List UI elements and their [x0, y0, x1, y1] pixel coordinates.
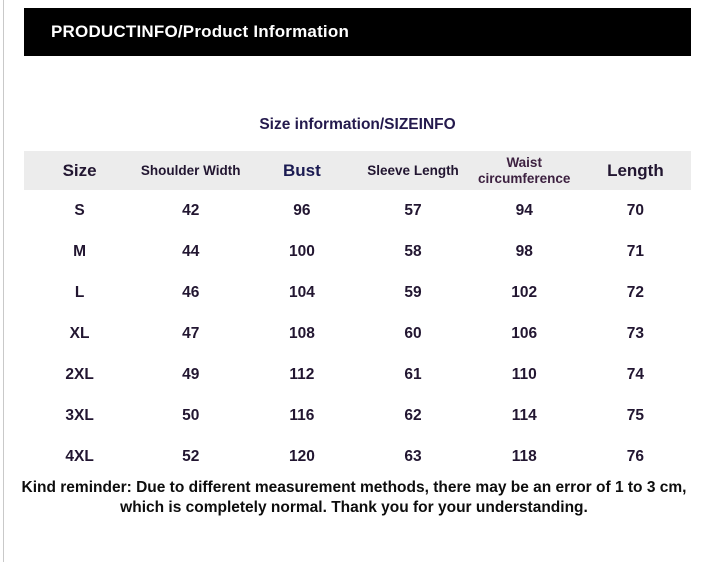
kind-reminder-note: Kind reminder: Due to different measurem… — [21, 479, 687, 516]
value-cell: 61 — [404, 365, 422, 383]
table-row: S 42 96 57 94 70 — [24, 190, 691, 231]
size-cell: 4XL — [65, 447, 94, 465]
column-header-length: Length — [579, 151, 691, 190]
value-cell: 108 — [288, 324, 315, 342]
value-cell: 110 — [511, 365, 537, 383]
table-row: XL 47 108 60 106 73 — [24, 313, 691, 354]
value-cell: 63 — [404, 447, 422, 465]
value-cell: 62 — [404, 406, 422, 424]
column-header-sleeve-length: Sleeve Length — [357, 151, 469, 190]
size-cell: XL — [69, 324, 90, 342]
value-cell: 74 — [626, 365, 645, 383]
value-cell: 58 — [404, 242, 422, 260]
size-table: Size Shoulder Width Bust Sleeve Length Waist… — [24, 151, 691, 477]
value-cell: 120 — [288, 447, 315, 465]
column-header-shoulder-width: Shoulder Width — [135, 151, 247, 190]
value-cell: 76 — [626, 447, 645, 465]
value-cell: 104 — [288, 283, 315, 301]
column-header-bust: Bust — [246, 151, 358, 190]
table-row: 3XL 50 116 62 114 75 — [24, 395, 691, 436]
value-cell: 100 — [288, 242, 315, 260]
value-cell: 72 — [626, 283, 645, 301]
table-row: 4XL 52 120 63 118 76 — [24, 436, 691, 477]
size-table-header-row: Size Shoulder Width Bust Sleeve Length Waist… — [24, 151, 691, 190]
value-cell: 44 — [182, 242, 200, 260]
value-cell: 118 — [511, 447, 537, 465]
table-row: M 44 100 58 98 71 — [24, 231, 691, 272]
value-cell: 106 — [511, 324, 538, 342]
value-cell: 73 — [626, 324, 645, 342]
value-cell: 114 — [511, 406, 537, 424]
size-cell: M — [73, 242, 87, 260]
size-table-head: Size Shoulder Width Bust Sleeve Length Waist… — [24, 151, 691, 190]
value-cell: 96 — [293, 201, 311, 219]
table-row: L 46 104 59 102 72 — [24, 272, 691, 313]
column-header-size: Size — [24, 151, 136, 190]
size-table-body: S 42 96 57 94 70 M 44 100 58 98 71 L 46 104 59 102 72 XL 47… — [24, 190, 691, 477]
value-cell: 52 — [182, 447, 200, 465]
value-cell: 60 — [404, 324, 422, 342]
value-cell: 59 — [404, 283, 422, 301]
value-cell: 71 — [626, 242, 645, 260]
value-cell: 42 — [182, 201, 200, 219]
value-cell: 70 — [626, 201, 645, 219]
size-cell: S — [74, 201, 85, 219]
size-info-title: Size information/SIZEINFO — [259, 116, 456, 133]
column-header-waist-circumference: Waist circumference — [468, 151, 580, 190]
value-cell: 116 — [289, 406, 315, 424]
value-cell: 94 — [515, 201, 533, 219]
value-cell: 102 — [511, 283, 538, 301]
value-cell: 75 — [626, 406, 645, 424]
size-cell: L — [74, 283, 85, 301]
value-cell: 98 — [515, 242, 533, 260]
table-row: 2XL 49 112 61 110 74 — [24, 354, 691, 395]
product-info-header-bar: PRODUCTINFO/Product Information — [24, 8, 691, 56]
size-cell: 3XL — [65, 406, 94, 424]
value-cell: 49 — [182, 365, 200, 383]
value-cell: 112 — [289, 365, 315, 383]
value-cell: 47 — [182, 324, 200, 342]
page-left-border — [3, 0, 4, 562]
value-cell: 46 — [182, 283, 200, 301]
size-cell: 2XL — [65, 365, 94, 383]
product-info-title: PRODUCTINFO/Product Information — [51, 22, 350, 41]
value-cell: 57 — [404, 201, 422, 219]
value-cell: 50 — [182, 406, 200, 424]
